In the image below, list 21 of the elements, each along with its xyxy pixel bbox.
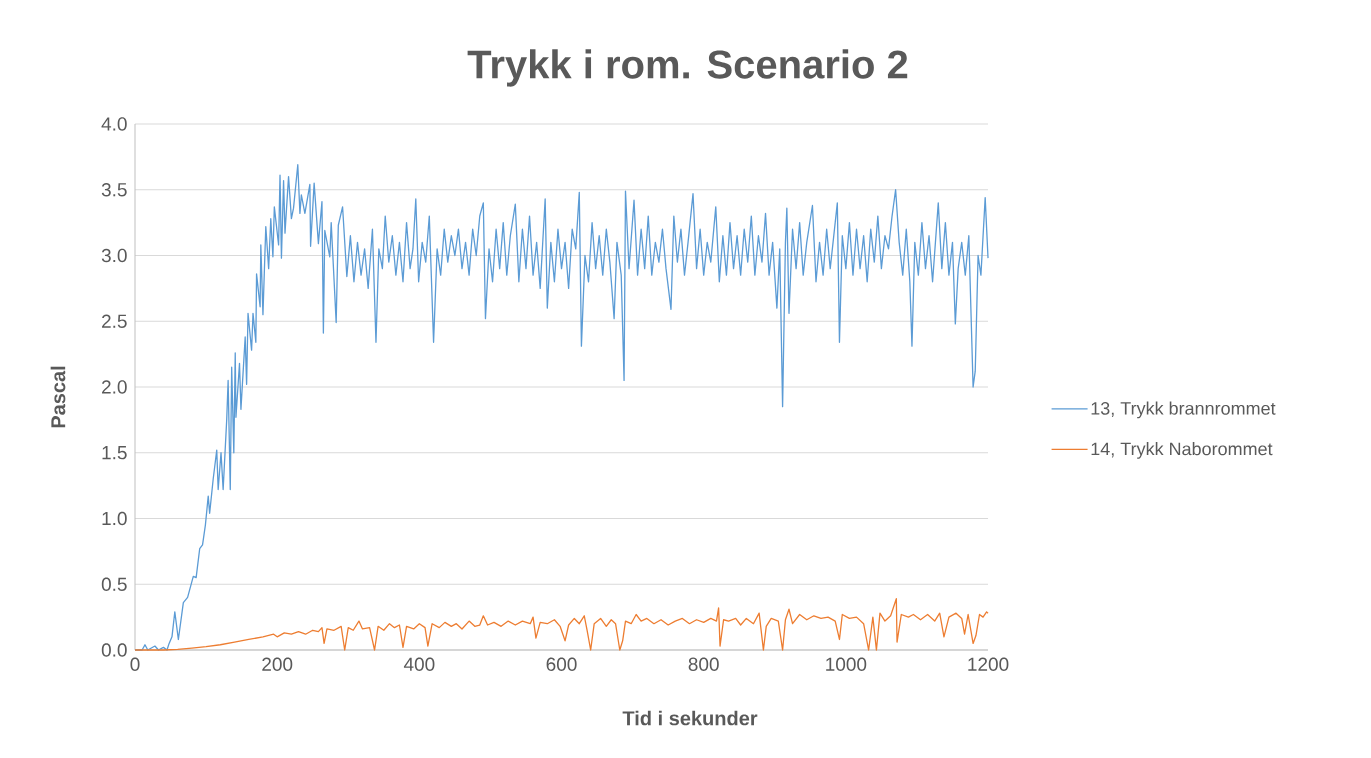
- y-tick-label: 3.5: [101, 183, 127, 197]
- legend-label: 14, Trykk Naborommet: [1091, 442, 1273, 459]
- chart-title: Trykk i rom. Scenario 2: [467, 49, 908, 87]
- y-tick-label: 3.0: [101, 248, 127, 263]
- y-tick-label: 0.5: [101, 577, 127, 591]
- x-tick-label: 400: [403, 657, 435, 671]
- x-axis-title: Tid i sekunder: [622, 710, 758, 726]
- legend-label: 13, Trykk brannrommet: [1091, 401, 1276, 419]
- x-tick-label: 1000: [826, 657, 867, 671]
- x-tick-label: 0: [130, 657, 140, 671]
- y-tick-label: 1.0: [102, 511, 127, 526]
- y-axis-title: Pascal: [50, 366, 66, 428]
- y-tick-label: 0.0: [101, 643, 127, 657]
- x-tick-label: 800: [688, 657, 719, 671]
- x-tick-label: 200: [262, 657, 293, 671]
- y-tick-label: 4.0: [101, 117, 127, 131]
- x-tick-label: 600: [546, 657, 577, 671]
- y-tick-label: 2.0: [102, 380, 127, 394]
- x-tick-label: 1200: [968, 657, 1009, 671]
- y-tick-label: 1.5: [102, 446, 127, 460]
- y-tick-label: 2.5: [102, 314, 127, 328]
